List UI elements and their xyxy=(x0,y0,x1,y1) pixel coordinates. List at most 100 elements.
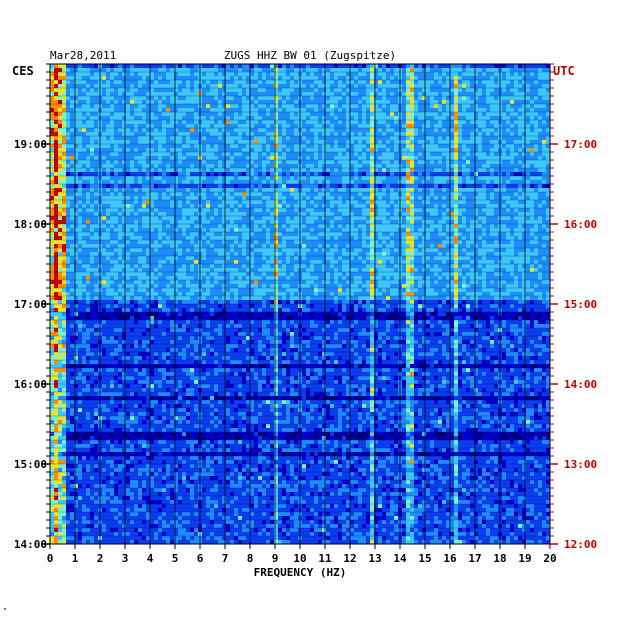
spectrogram-cell xyxy=(150,84,154,88)
spectrogram-cell xyxy=(162,112,166,116)
spectrogram-cell xyxy=(274,156,278,160)
spectrogram-cell xyxy=(326,192,330,196)
spectrogram-cell xyxy=(458,128,462,132)
spectrogram-cell xyxy=(166,216,170,220)
spectrogram-cell xyxy=(350,84,354,88)
spectrogram-cell xyxy=(350,188,354,192)
spectrogram-cell xyxy=(238,164,242,168)
spectrogram-cell xyxy=(90,68,94,72)
spectrogram-cell xyxy=(170,136,174,140)
spectrogram-cell xyxy=(206,144,210,148)
spectrogram-cell xyxy=(422,116,426,120)
spectrogram-cell xyxy=(270,168,274,172)
spectrogram-cell xyxy=(262,180,266,184)
spectrogram-cell xyxy=(490,208,494,212)
spectrogram-cell xyxy=(342,128,346,132)
spectrogram-cell xyxy=(442,128,446,132)
spectrogram-cell xyxy=(262,92,266,96)
spectrogram-cell xyxy=(526,120,530,124)
spectrogram-cell xyxy=(522,156,526,160)
spectrogram-cell xyxy=(58,64,62,68)
spectrogram-cell xyxy=(466,156,470,160)
spectrogram-cell xyxy=(538,212,542,216)
spectrogram-cell xyxy=(242,204,246,208)
spectrogram-cell xyxy=(162,212,166,216)
spectrogram-cell xyxy=(242,120,246,124)
spectrogram-cell xyxy=(342,216,346,220)
spectrogram-cell xyxy=(510,160,514,164)
spectrogram-cell xyxy=(478,140,482,144)
spectrogram-cell xyxy=(402,188,406,192)
spectrogram-cell xyxy=(350,156,354,160)
spectrogram-cell xyxy=(350,216,354,220)
spectrogram-cell xyxy=(250,184,254,188)
spectrogram-cell xyxy=(250,132,254,136)
spectrogram-cell xyxy=(222,128,226,132)
spectrogram-cell xyxy=(290,84,294,88)
spectrogram-cell xyxy=(58,196,62,200)
spectrogram-cell xyxy=(322,216,326,220)
spectrogram-cell xyxy=(158,88,162,92)
spectrogram-cell xyxy=(50,220,54,224)
spectrogram-cell xyxy=(470,64,474,68)
spectrogram-cell xyxy=(182,108,186,112)
spectrogram-cell xyxy=(318,128,322,132)
spectrogram-cell xyxy=(370,156,374,160)
spectrogram-cell xyxy=(282,72,286,76)
spectrogram-cell xyxy=(130,88,134,92)
spectrogram-cell xyxy=(106,172,110,176)
spectrogram-cell xyxy=(350,116,354,120)
spectrogram-cell xyxy=(474,136,478,140)
spectrogram-cell xyxy=(226,216,230,220)
spectrogram-cell xyxy=(102,192,106,196)
spectrogram-cell xyxy=(138,180,142,184)
spectrogram-cell xyxy=(150,92,154,96)
spectrogram-cell xyxy=(138,164,142,168)
spectrogram-cell xyxy=(194,196,198,200)
spectrogram-cell xyxy=(382,72,386,76)
spectrogram-cell xyxy=(214,216,218,220)
spectrogram-cell xyxy=(430,96,434,100)
spectrogram-cell xyxy=(118,72,122,76)
spectrogram-cell xyxy=(134,88,138,92)
spectrogram-cell xyxy=(330,84,334,88)
spectrogram-cell xyxy=(310,148,314,152)
spectrogram-cell xyxy=(194,192,198,196)
spectrogram-cell xyxy=(318,144,322,148)
spectrogram-cell xyxy=(446,80,450,84)
spectrogram-cell xyxy=(90,132,94,136)
spectrogram-cell xyxy=(326,104,330,108)
spectrogram-cell xyxy=(302,64,306,68)
spectrogram-cell xyxy=(226,176,230,180)
spectrogram-cell xyxy=(294,116,298,120)
spectrogram-cell xyxy=(150,108,154,112)
spectrogram-cell xyxy=(306,216,310,220)
spectrogram-cell xyxy=(254,88,258,92)
spectrogram-cell xyxy=(394,128,398,132)
spectrogram-cell xyxy=(530,216,534,220)
spectrogram-cell xyxy=(266,184,270,188)
spectrogram-cell xyxy=(230,112,234,116)
spectrogram-cell xyxy=(406,196,410,200)
spectrogram-cell xyxy=(202,168,206,172)
spectrogram-cell xyxy=(354,164,358,168)
spectrogram-cell xyxy=(130,160,134,164)
spectrogram-cell xyxy=(334,184,338,188)
spectrogram-cell xyxy=(278,80,282,84)
spectrogram-cell xyxy=(202,76,206,80)
spectrogram-cell xyxy=(238,124,242,128)
spectrogram-cell xyxy=(330,148,334,152)
spectrogram-cell xyxy=(346,112,350,116)
spectrogram-cell xyxy=(546,68,550,72)
spectrogram-cell xyxy=(458,192,462,196)
spectrogram-cell xyxy=(50,96,54,100)
spectrogram-cell xyxy=(518,212,522,216)
spectrogram-cell xyxy=(518,108,522,112)
spectrogram-cell xyxy=(206,192,210,196)
spectrogram-cell xyxy=(470,220,474,224)
spectrogram-cell xyxy=(310,164,314,168)
spectrogram-cell xyxy=(386,216,390,220)
spectrogram-cell xyxy=(162,204,166,208)
spectrogram-cell xyxy=(138,176,142,180)
spectrogram-cell xyxy=(102,216,106,220)
